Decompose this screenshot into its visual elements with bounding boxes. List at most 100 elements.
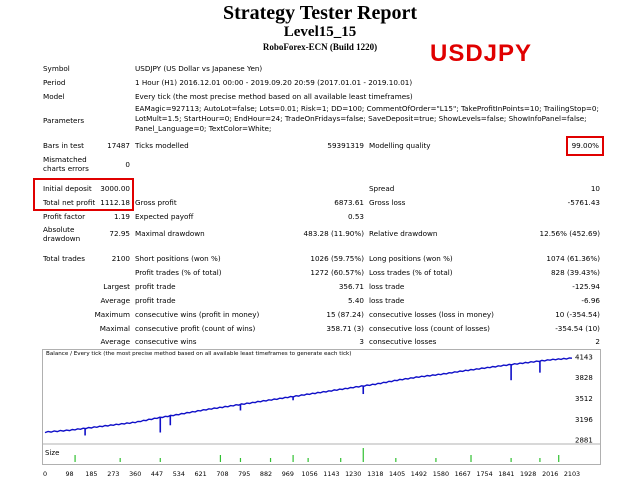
ticks-label: Ticks modelled	[135, 141, 189, 150]
quality-label: Modelling quality	[369, 141, 431, 150]
deposit-profit-highlight-box	[33, 178, 134, 211]
x-tick-label: 1056	[301, 470, 317, 478]
maximum-label: Maximum	[94, 310, 130, 319]
x-tick-label: 0	[43, 470, 47, 478]
profit-factor-label: Profit factor	[43, 212, 86, 221]
average-consecutive-wins-label: consecutive wins	[135, 337, 197, 346]
mismatch-value: 0	[125, 160, 130, 169]
x-tick-label: 360	[129, 470, 141, 478]
x-tick-label: 98	[65, 470, 73, 478]
largest-label: Largest	[103, 282, 130, 291]
average-profit-label: profit trade	[135, 296, 176, 305]
profit-factor-value: 1.19	[113, 212, 130, 221]
x-tick-label: 621	[195, 470, 207, 478]
absolute-drawdown-label: Absolute	[43, 225, 75, 234]
largest-loss-value: -125.94	[572, 282, 600, 291]
profit-trades-value: 1272 (60.57%)	[310, 268, 364, 277]
quality-value: 99.00%	[571, 141, 599, 150]
x-tick-label: 795	[238, 470, 250, 478]
model-value: Every tick (the most precise method base…	[135, 92, 413, 101]
maximal-drawdown-value: 483.28 (11.90%)	[303, 229, 364, 238]
x-tick-label: 1928	[520, 470, 536, 478]
maximal-consecutive-profit-label: consecutive profit (count of wins)	[135, 324, 256, 333]
max-consecutive-losses-value: 10 (-354.54)	[555, 310, 600, 319]
x-tick-label: 1143	[323, 470, 339, 478]
long-positions-label: Long positions (won %)	[369, 254, 453, 263]
parameters-line: EAMagic=927113; AutoLot=false; Lots=0.01…	[135, 104, 599, 113]
ticks-value: 59391319	[327, 141, 364, 150]
mismatch-label: charts errors	[43, 164, 89, 173]
absolute-drawdown-label: drawdown	[43, 234, 81, 243]
x-tick-label: 708	[216, 470, 228, 478]
largest-profit-value: 356.71	[338, 282, 364, 291]
server-build: RoboForex-ECN (Build 1220)	[262, 42, 378, 52]
expected-payoff-value: 0.53	[347, 212, 364, 221]
period-label: Period	[43, 78, 66, 87]
x-tick-label: 1754	[476, 470, 492, 478]
model-label: Model	[43, 92, 65, 101]
largest-loss-label: loss trade	[369, 282, 405, 291]
parameters-label: Parameters	[43, 116, 85, 125]
average-label: Average	[100, 296, 130, 305]
symbol-value: USDJPY (US Dollar vs Japanese Yen)	[135, 64, 263, 73]
symbol-label: Symbol	[43, 64, 70, 73]
average-consecutive-losses-value: 2	[595, 337, 600, 346]
chart-title: Balance / Every tick (the most precise m…	[46, 351, 352, 357]
maximal-drawdown-label: Maximal drawdown	[135, 229, 205, 238]
total-trades-value: 2100	[111, 254, 130, 263]
average-loss-label: loss trade	[369, 296, 405, 305]
quality-highlight-box	[566, 136, 604, 156]
x-tick-label: 969	[282, 470, 294, 478]
net-profit-label: Total net profit	[43, 198, 96, 207]
gross-loss-value: -5761.43	[567, 198, 600, 207]
gross-profit-label: Gross profit	[135, 198, 177, 207]
period-value: 1 Hour (H1) 2016.12.01 00:00 - 2019.09.2…	[135, 78, 413, 87]
maximal-consecutive-loss-value: -354.54 (10)	[555, 324, 600, 333]
expected-payoff-label: Expected payoff	[135, 212, 194, 221]
symbol-badge: USDJPY	[430, 40, 533, 67]
spread-value: 10	[590, 184, 600, 193]
x-tick-label: 1492	[411, 470, 427, 478]
x-tick-label: 1580	[433, 470, 449, 478]
parameters-line: Panel_Language=0; TextColor=White;	[135, 124, 272, 133]
bars-label: Bars in test	[43, 141, 84, 150]
report-title: Strategy Tester Report	[222, 2, 418, 24]
spread-label: Spread	[369, 184, 395, 193]
average-consecutive-label: Average	[100, 337, 130, 346]
x-tick-label: 185	[85, 470, 97, 478]
maximal-label: Maximal	[99, 324, 130, 333]
mismatch-label: Mismatched	[43, 155, 87, 164]
loss-trades-value: 828 (39.43%)	[550, 268, 600, 277]
average-consecutive-losses-label: consecutive losses	[369, 337, 437, 346]
relative-drawdown-label: Relative drawdown	[369, 229, 438, 238]
average-loss-value: -6.96	[581, 296, 600, 305]
relative-drawdown-value: 12.56% (452.69)	[539, 229, 600, 238]
bars-value: 17487	[107, 141, 130, 150]
x-tick-label: 2103	[564, 470, 580, 478]
size-label: Size	[45, 449, 60, 457]
x-tick-label: 1841	[498, 470, 514, 478]
gross-loss-label: Gross loss	[369, 198, 406, 207]
loss-trades-label: Loss trades (% of total)	[369, 268, 453, 277]
max-consecutive-losses-label: consecutive losses (loss in money)	[369, 310, 494, 319]
maximal-consecutive-profit-value: 358.71 (3)	[326, 324, 364, 333]
x-tick-label: 1318	[367, 470, 383, 478]
report-subtitle: Level15_15	[283, 24, 357, 40]
largest-profit-label: profit trade	[135, 282, 176, 291]
initial-deposit-value: 3000.00	[100, 184, 130, 193]
average-profit-value: 5.40	[347, 296, 364, 305]
x-tick-label: 273	[107, 470, 119, 478]
x-tick-label: 1405	[389, 470, 405, 478]
short-positions-label: Short positions (won %)	[135, 254, 221, 263]
x-tick-label: 534	[173, 470, 185, 478]
short-positions-value: 1026 (59.75%)	[310, 254, 364, 263]
x-tick-label: 2016	[542, 470, 558, 478]
profit-trades-label: Profit trades (% of total)	[135, 268, 222, 277]
max-consecutive-wins-value: 15 (87.24)	[326, 310, 364, 319]
total-trades-label: Total trades	[43, 254, 85, 263]
balance-chart	[42, 349, 601, 465]
gross-profit-value: 6873.61	[334, 198, 364, 207]
long-positions-value: 1074 (61.36%)	[546, 254, 600, 263]
net-profit-value: 1112.18	[100, 198, 130, 207]
absolute-drawdown-value: 72.95	[109, 229, 130, 238]
